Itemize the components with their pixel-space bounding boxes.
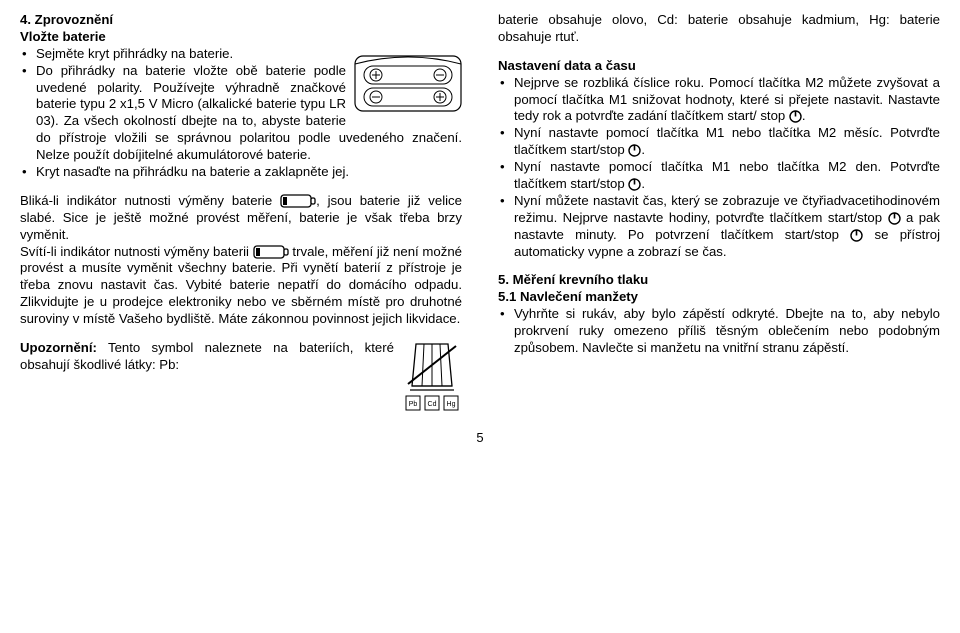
page-number: 5 <box>20 430 940 447</box>
text: Svítí-li indikátor nutnosti výměny bater… <box>20 244 253 259</box>
paragraph: Svítí-li indikátor nutnosti výměny bater… <box>20 244 462 328</box>
battery-instructions-list: Sejměte kryt přihrádky na baterie. Do př… <box>20 46 462 181</box>
text: Bliká-li indikátor nutnosti výměny bater… <box>20 193 280 208</box>
text: . <box>641 176 645 191</box>
text: Nyní nastavte pomocí tlačítka M1 nebo tl… <box>514 159 940 191</box>
text: . <box>802 108 806 123</box>
warning-paragraph: Pb Cd Hg Upozornění: Tento symbol nalezn… <box>20 340 462 414</box>
power-icon <box>628 178 641 191</box>
subheading: Nastavení data a času <box>498 58 940 75</box>
text: Nyní můžete nastavit čas, který se zobra… <box>514 193 940 225</box>
subheading: 5.1 Navlečení manžety <box>498 289 940 306</box>
list-item: Do přihrádky na baterie vložte obě bater… <box>20 63 462 164</box>
cuff-instructions-list: Vyhrňte si rukáv, aby bylo zápěstí odkry… <box>498 306 940 357</box>
list-item: Nejprve se rozbliká číslice roku. Pomocí… <box>498 75 940 126</box>
datetime-instructions-list: Nejprve se rozbliká číslice roku. Pomocí… <box>498 75 940 261</box>
power-icon <box>628 144 641 157</box>
list-item: Nyní nastavte pomocí tlačítka M1 nebo tl… <box>498 159 940 193</box>
paragraph: Bliká-li indikátor nutnosti výměny bater… <box>20 193 462 244</box>
power-icon <box>789 110 802 123</box>
recycle-label-pb: Pb <box>409 401 418 408</box>
text: Nyní nastavte pomocí tlačítka M1 nebo tl… <box>514 125 940 157</box>
recycle-bin-icon: Pb Cd Hg <box>402 340 462 414</box>
battery-indicator-icon <box>253 245 289 259</box>
paragraph: baterie obsahuje olovo, Cd: baterie obsa… <box>498 12 940 46</box>
text: . <box>641 142 645 157</box>
recycle-label-cd: Cd <box>428 401 437 408</box>
warning-label: Upozornění: <box>20 340 97 355</box>
text: Nejprve se rozbliká číslice roku. Pomocí… <box>514 75 940 124</box>
list-item: Kryt nasaďte na přihrádku na baterie a z… <box>20 164 462 181</box>
list-item: Nyní nastavte pomocí tlačítka M1 nebo tl… <box>498 125 940 159</box>
list-item: Sejměte kryt přihrádky na baterie. <box>20 46 462 63</box>
subheading: Vložte baterie <box>20 29 462 46</box>
battery-indicator-icon <box>280 194 316 208</box>
list-item: Nyní můžete nastavit čas, který se zobra… <box>498 193 940 261</box>
list-item: Vyhrňte si rukáv, aby bylo zápěstí odkry… <box>498 306 940 357</box>
section-heading: 4. Zprovoznění <box>20 12 462 29</box>
section-heading: 5. Měření krevního tlaku <box>498 272 940 289</box>
power-icon <box>888 212 901 225</box>
power-icon <box>850 229 863 242</box>
recycle-label-hg: Hg <box>447 401 456 408</box>
